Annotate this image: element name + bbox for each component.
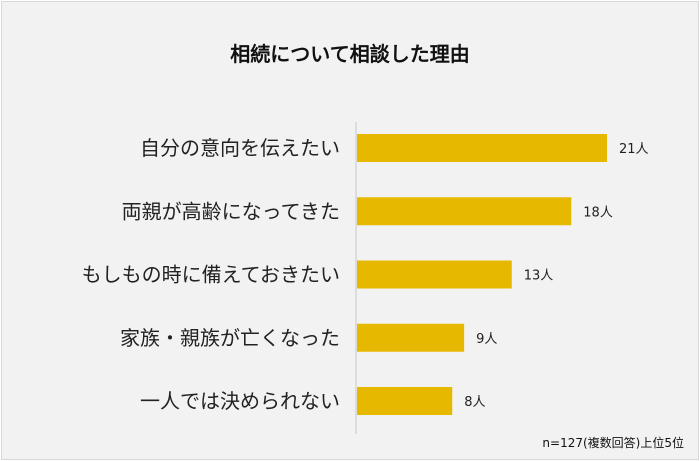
value-label: 21人 [619, 142, 649, 157]
value-label: 8人 [464, 395, 485, 410]
value-label: 18人 [583, 205, 613, 220]
category-label: 一人では決められない [140, 389, 340, 413]
sample-note: n=127(複数回答)上位5位 [542, 436, 684, 450]
bar [357, 134, 607, 162]
category-label: もしもの時に備えておきたい [82, 263, 340, 287]
bar [357, 323, 465, 352]
chart-title: 相続について相談した理由 [230, 42, 470, 66]
category-label: 家族・親族が亡くなった [120, 326, 340, 350]
category-label: 自分の意向を伝えたい [140, 136, 340, 160]
value-label: 9人 [476, 332, 497, 347]
bar [357, 260, 512, 289]
bar [357, 387, 453, 415]
bar [357, 197, 572, 226]
category-label: 両親が高齢になってきた [122, 199, 340, 223]
value-label: 13人 [524, 269, 554, 284]
